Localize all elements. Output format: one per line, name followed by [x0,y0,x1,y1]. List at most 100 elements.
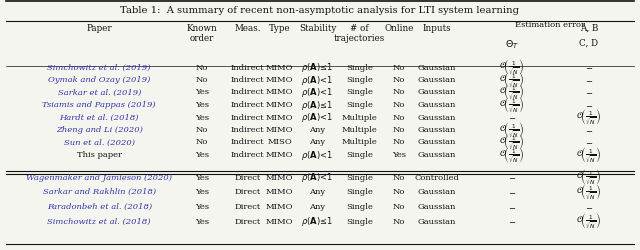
Text: A, B: A, B [580,24,598,33]
Text: Gaussian: Gaussian [417,218,456,226]
Text: MIMO: MIMO [266,101,293,109]
Text: No: No [195,64,208,72]
Text: $-$: $-$ [585,88,593,96]
Text: $\mathcal{O}\!\left(\frac{1}{\sqrt{N}}\right)$: $\mathcal{O}\!\left(\frac{1}{\sqrt{N}}\r… [576,182,602,202]
Text: Simchowitz et al. (2019): Simchowitz et al. (2019) [47,64,151,72]
Text: No: No [392,101,405,109]
Text: No: No [392,203,405,211]
Text: $-$: $-$ [585,76,593,84]
Text: Sarkar et al. (2019): Sarkar et al. (2019) [58,88,141,96]
Text: $\mathcal{O}\!\left(\frac{1}{\sqrt{N}}\right)$: $\mathcal{O}\!\left(\frac{1}{\sqrt{N}}\r… [576,108,602,128]
Text: Indirect: Indirect [231,114,264,122]
Text: No: No [392,126,405,134]
Text: Gaussian: Gaussian [417,138,456,146]
Text: Single: Single [346,151,373,159]
Text: Indirect: Indirect [231,138,264,146]
Text: No: No [195,138,208,146]
Text: $\mathcal{O}\!\left(\frac{1}{\sqrt{N}}\right)$: $\mathcal{O}\!\left(\frac{1}{\sqrt{N}}\r… [576,168,602,188]
Text: Yes: Yes [195,218,209,226]
Text: Single: Single [346,64,373,72]
Text: No: No [195,76,208,84]
Text: MIMO: MIMO [266,88,293,96]
Text: $-$: $-$ [508,188,516,196]
Text: Any: Any [309,138,326,146]
Text: Single: Single [346,88,373,96]
Text: Gaussian: Gaussian [417,188,456,196]
Text: MIMO: MIMO [266,76,293,84]
Text: $\mathcal{O}\!\left(\frac{1}{\sqrt{N}}\right)$: $\mathcal{O}\!\left(\frac{1}{\sqrt{N}}\r… [576,145,602,165]
Text: Gaussian: Gaussian [417,88,456,96]
Text: No: No [392,188,405,196]
Text: $\Theta_T$: $\Theta_T$ [505,39,519,51]
Text: Indirect: Indirect [231,126,264,134]
Text: No: No [392,64,405,72]
Text: $-$: $-$ [508,174,516,182]
Text: MIMO: MIMO [266,188,293,196]
Text: Yes: Yes [195,101,209,109]
Text: MIMO: MIMO [266,151,293,159]
Text: Indirect: Indirect [231,88,264,96]
Text: No: No [392,114,405,122]
Text: $-$: $-$ [585,101,593,109]
Text: No: No [392,76,405,84]
Text: Yes: Yes [392,151,406,159]
Text: $\rho(\mathbf{A})\!<\!1$: $\rho(\mathbf{A})\!<\!1$ [301,111,333,124]
Text: Paper: Paper [86,24,112,33]
Text: This paper: This paper [77,151,122,159]
Text: Single: Single [346,188,373,196]
Text: Indirect: Indirect [231,101,264,109]
Text: Indirect: Indirect [231,76,264,84]
Text: $-$: $-$ [585,126,593,134]
Text: No: No [392,174,405,182]
Text: Type: Type [269,24,291,33]
Text: Direct: Direct [234,188,261,196]
Text: Yes: Yes [195,188,209,196]
Text: Yes: Yes [195,174,209,182]
Text: Gaussian: Gaussian [417,101,456,109]
Text: Hardt et al. (2018): Hardt et al. (2018) [60,114,139,122]
Text: $\mathcal{O}\!\left(\frac{1}{\sqrt{N}}\right)$: $\mathcal{O}\!\left(\frac{1}{\sqrt{N}}\r… [499,132,525,152]
Text: $\mathcal{O}\!\left(\frac{1}{\sqrt{N}}\right)$: $\mathcal{O}\!\left(\frac{1}{\sqrt{N}}\r… [499,82,525,102]
Text: $\mathcal{O}\!\left(\frac{1}{\sqrt{N}}\right)$: $\mathcal{O}\!\left(\frac{1}{\sqrt{N}}\r… [499,120,525,140]
Text: Online: Online [384,24,413,33]
Text: Gaussian: Gaussian [417,114,456,122]
Text: Controlled: Controlled [414,174,459,182]
Text: Single: Single [346,203,373,211]
Text: Sun et al. (2020): Sun et al. (2020) [64,138,134,146]
Text: # of
trajectories: # of trajectories [334,24,385,43]
Text: $-$: $-$ [508,114,516,122]
Text: $\mathcal{O}\!\left(\frac{1}{\sqrt{N}}\right)$: $\mathcal{O}\!\left(\frac{1}{\sqrt{N}}\r… [499,58,525,78]
Text: Single: Single [346,101,373,109]
Text: Gaussian: Gaussian [417,76,456,84]
Text: $-$: $-$ [585,203,593,211]
Text: Tsiamis and Pappas (2019): Tsiamis and Pappas (2019) [42,101,156,109]
Text: Any: Any [309,188,326,196]
Text: Yes: Yes [195,114,209,122]
Text: Direct: Direct [234,218,261,226]
Text: Simchowitz et al. (2018): Simchowitz et al. (2018) [47,218,151,226]
Text: $-$: $-$ [585,64,593,72]
Text: No: No [392,88,405,96]
Text: $-$: $-$ [585,138,593,146]
Text: $\mathcal{O}\!\left(\frac{1}{\sqrt{N}}\right)$: $\mathcal{O}\!\left(\frac{1}{\sqrt{N}}\r… [499,95,525,115]
Text: $\mathcal{O}\!\left(\frac{1}{\sqrt{N}}\right)$: $\mathcal{O}\!\left(\frac{1}{\sqrt{N}}\r… [499,70,525,90]
Text: MIMO: MIMO [266,218,293,226]
Text: Known
order: Known order [186,24,217,43]
Text: $\rho(\mathbf{A})\!<\!1$: $\rho(\mathbf{A})\!<\!1$ [301,171,333,184]
Text: Sarkar and Rakhlin (2018): Sarkar and Rakhlin (2018) [43,188,156,196]
Text: Inputs: Inputs [422,24,451,33]
Text: MIMO: MIMO [266,203,293,211]
Text: $\rho(\mathbf{A})\!\leq\! 1$: $\rho(\mathbf{A})\!\leq\! 1$ [301,215,333,228]
Text: $\mathcal{O}\!\left(\frac{1}{\sqrt{N}}\right)$: $\mathcal{O}\!\left(\frac{1}{\sqrt{N}}\r… [499,145,525,165]
Text: Indirect: Indirect [231,64,264,72]
Text: Yes: Yes [195,88,209,96]
Text: $\rho(\mathbf{A})\!<\!1$: $\rho(\mathbf{A})\!<\!1$ [301,74,333,86]
Text: Yes: Yes [195,151,209,159]
Text: Direct: Direct [234,203,261,211]
Text: Single: Single [346,218,373,226]
Text: No: No [392,138,405,146]
Text: $\rho(\mathbf{A})\!\leq\! 1$: $\rho(\mathbf{A})\!\leq\! 1$ [301,98,333,112]
Text: Stability: Stability [299,24,336,33]
Text: Direct: Direct [234,174,261,182]
Text: Gaussian: Gaussian [417,203,456,211]
